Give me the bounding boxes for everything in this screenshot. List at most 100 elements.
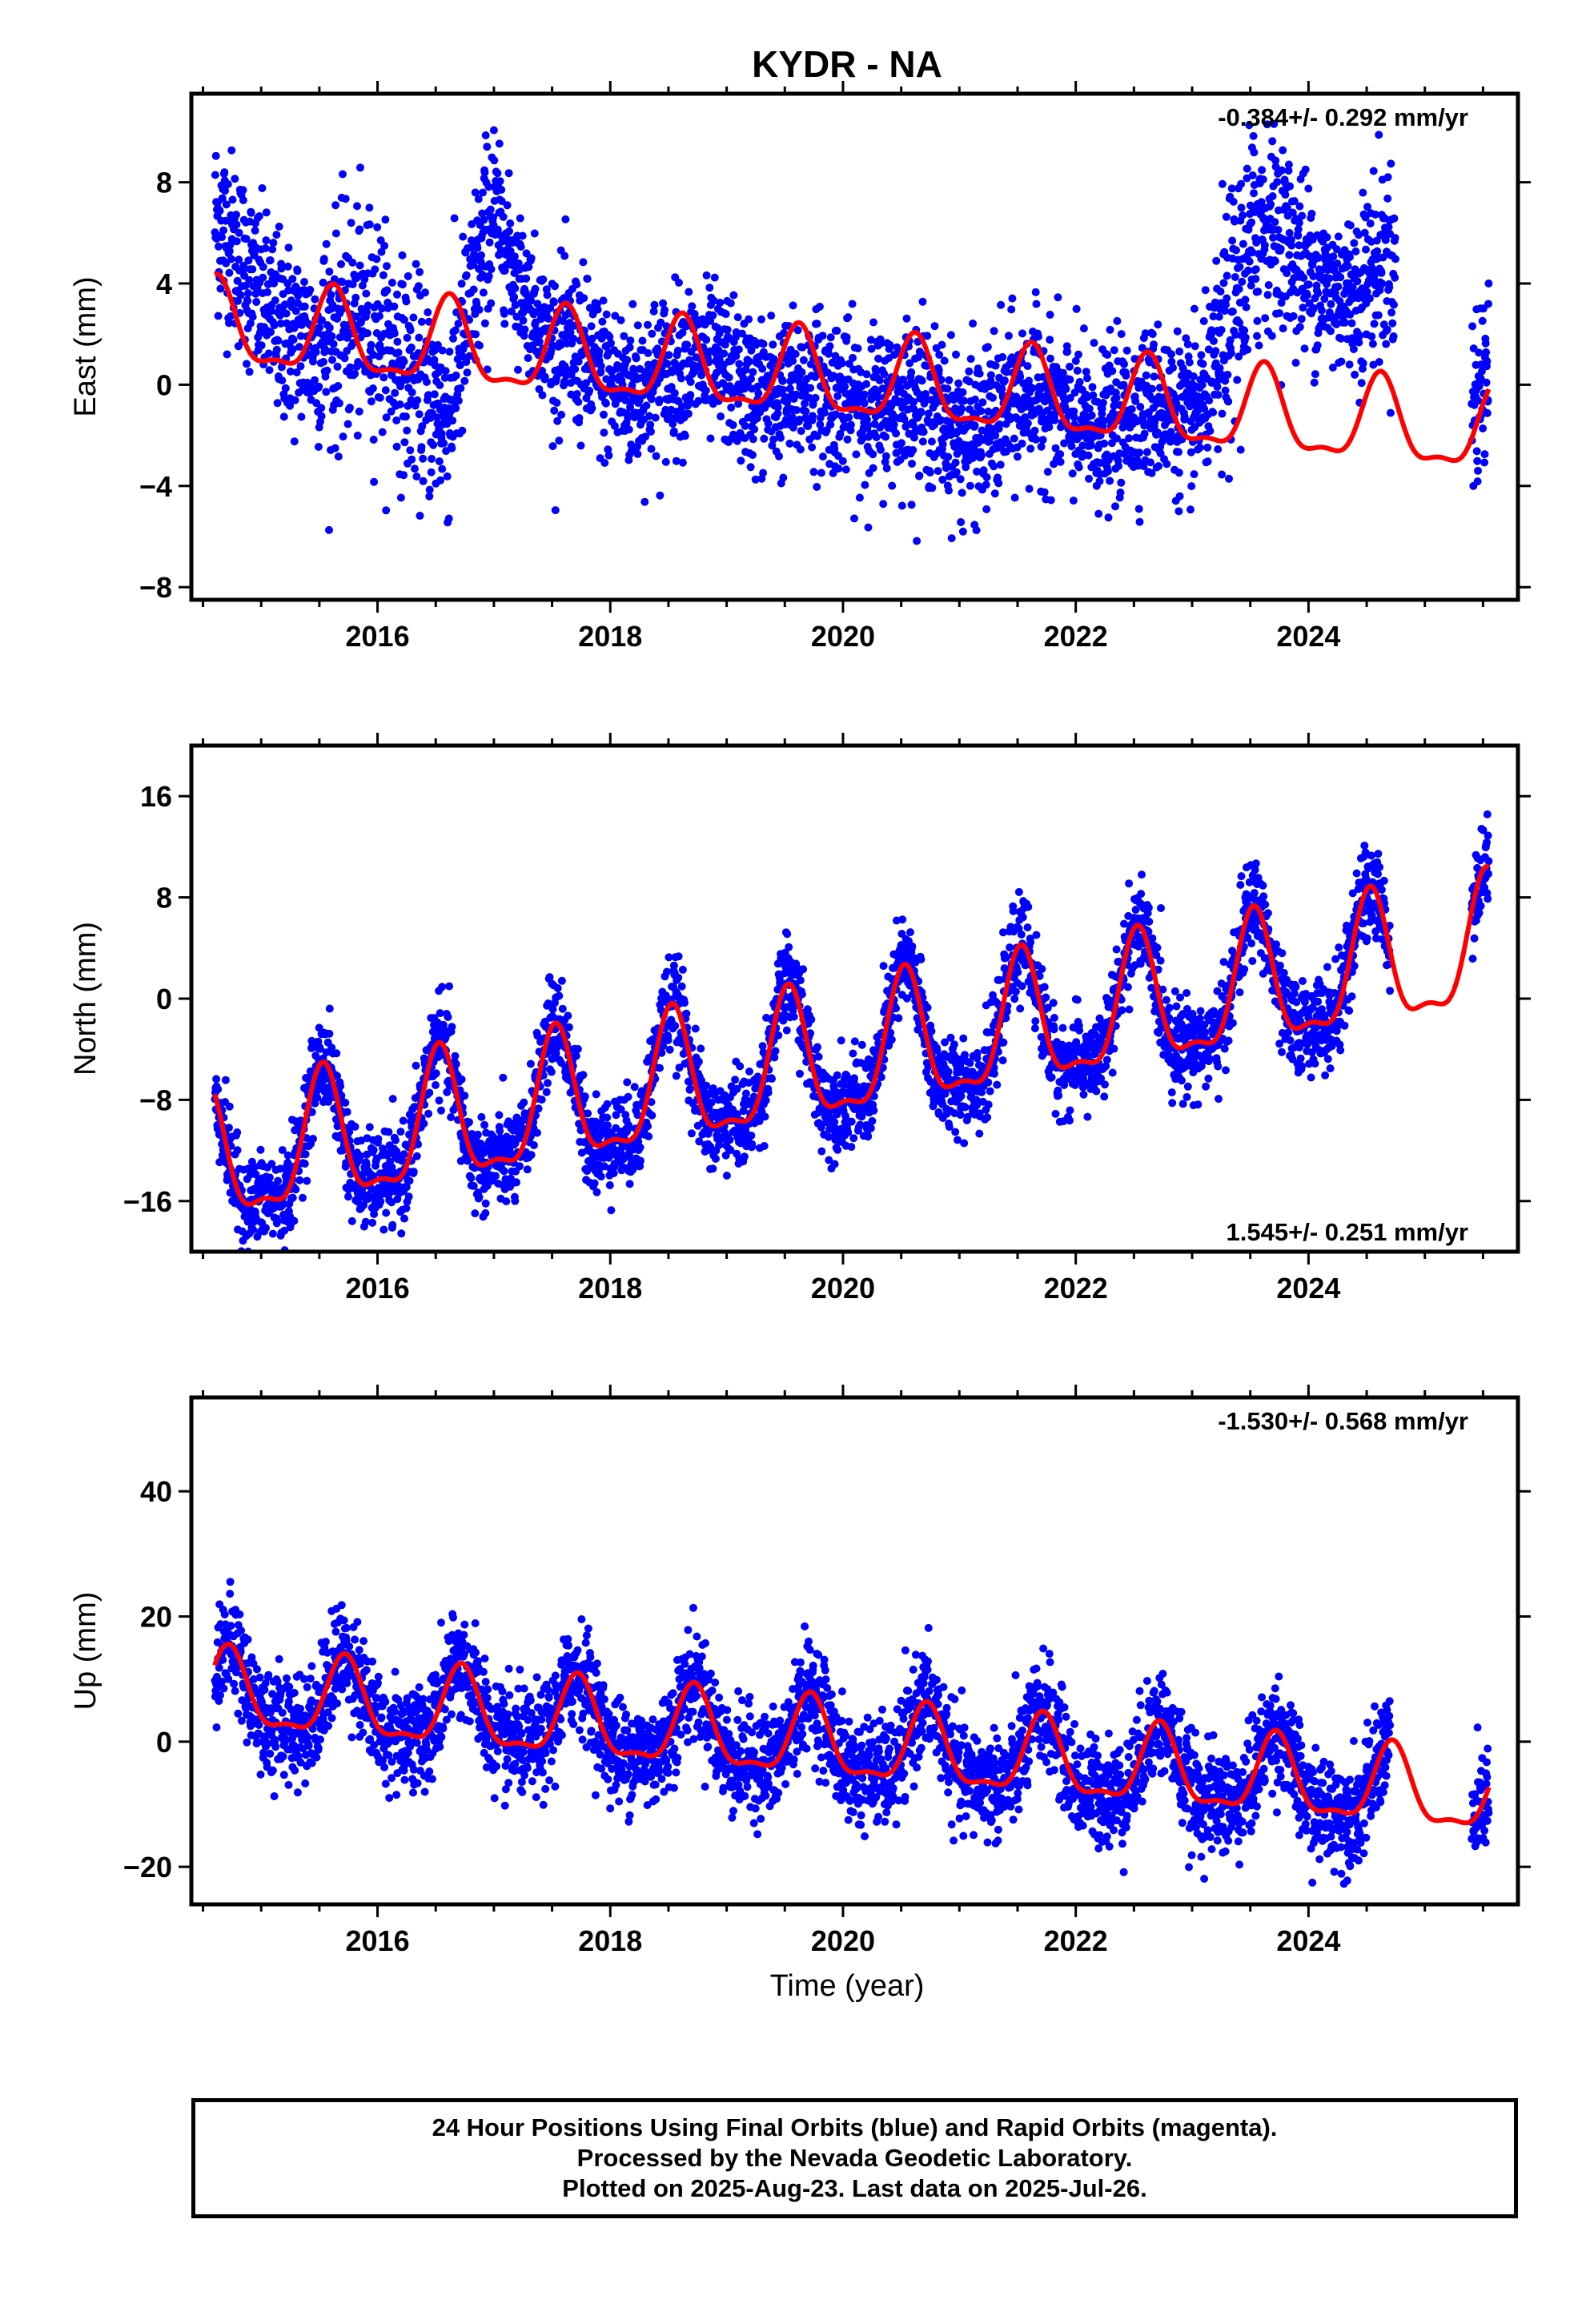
data-point	[263, 287, 271, 296]
data-point	[818, 452, 827, 461]
data-point	[1139, 462, 1148, 471]
data-point	[1106, 476, 1114, 485]
data-point	[1387, 159, 1395, 168]
data-point	[1004, 332, 1013, 340]
data-point	[1360, 228, 1369, 237]
data-point	[1374, 311, 1383, 320]
data-point	[1242, 303, 1251, 312]
data-point	[478, 209, 487, 218]
data-point	[1227, 184, 1236, 193]
data-point	[343, 1108, 351, 1116]
data-point	[582, 379, 591, 388]
data-point	[339, 432, 347, 441]
data-point	[1248, 248, 1257, 257]
data-point	[1046, 354, 1054, 363]
data-point	[1085, 404, 1094, 413]
data-point	[702, 271, 711, 279]
data-point	[1253, 332, 1261, 340]
data-point	[1153, 428, 1162, 437]
data-point	[990, 489, 999, 498]
data-point	[1300, 344, 1309, 353]
data-point	[259, 273, 267, 282]
data-point	[1295, 241, 1303, 250]
data-point	[808, 443, 817, 452]
data-point	[1362, 245, 1370, 254]
data-point	[512, 1178, 520, 1187]
data-point	[235, 255, 243, 264]
data-point	[355, 407, 363, 416]
data-point	[624, 425, 633, 434]
data-point	[489, 126, 498, 135]
data-point	[244, 289, 252, 298]
data-point	[376, 1197, 385, 1206]
data-point	[603, 1113, 612, 1122]
data-point	[511, 1196, 520, 1205]
data-point	[1385, 283, 1394, 292]
data-point	[353, 431, 362, 440]
data-point	[522, 274, 531, 283]
data-point	[1226, 336, 1235, 344]
data-point	[596, 362, 605, 371]
data-point	[1481, 339, 1490, 348]
data-point	[1318, 306, 1326, 315]
data-point	[533, 1031, 542, 1040]
data-point	[1088, 383, 1097, 392]
data-point	[502, 1197, 511, 1206]
data-point	[1337, 357, 1346, 366]
data-point	[1483, 357, 1492, 366]
data-point	[412, 259, 420, 268]
data-point	[888, 481, 897, 490]
data-point	[1346, 221, 1355, 230]
data-point	[341, 195, 350, 203]
data-point	[1213, 383, 1222, 391]
data-point	[507, 307, 516, 316]
data-point	[573, 1044, 582, 1053]
data-point	[472, 330, 480, 339]
data-point	[290, 1216, 299, 1225]
data-point	[506, 247, 515, 255]
data-point	[793, 326, 802, 335]
data-point	[211, 171, 219, 179]
data-point	[288, 345, 297, 354]
data-point	[1184, 352, 1193, 361]
data-point	[1010, 434, 1018, 443]
data-point	[1353, 277, 1362, 286]
data-point	[437, 1106, 445, 1115]
data-point	[1327, 300, 1335, 308]
data-point	[780, 328, 789, 337]
data-point	[864, 421, 873, 430]
data-point	[1391, 273, 1399, 282]
data-point	[281, 300, 289, 309]
data-point	[348, 280, 357, 288]
data-point	[879, 500, 888, 509]
data-point	[1473, 477, 1482, 486]
data-point	[524, 263, 533, 271]
data-point	[339, 170, 347, 179]
data-point	[311, 295, 319, 304]
data-point	[956, 475, 965, 484]
data-point	[288, 1193, 297, 1202]
data-point	[892, 429, 901, 438]
data-point	[821, 408, 829, 417]
data-point	[1060, 439, 1069, 448]
data-point	[1369, 167, 1378, 175]
data-point	[1112, 393, 1121, 402]
data-point	[650, 300, 659, 309]
data-point	[1169, 364, 1177, 372]
data-point	[359, 1201, 368, 1209]
data-point	[909, 404, 918, 413]
data-point	[252, 298, 261, 306]
data-point	[225, 319, 233, 328]
data-point	[257, 341, 266, 350]
data-point	[375, 312, 383, 320]
y-tick-label: 4	[156, 267, 172, 300]
data-point	[1355, 338, 1363, 347]
data-point	[351, 293, 360, 302]
data-point	[284, 243, 293, 252]
data-point	[479, 188, 487, 197]
data-point	[945, 486, 953, 495]
data-point	[333, 1072, 342, 1080]
data-point	[684, 409, 693, 418]
data-point	[376, 1190, 385, 1199]
data-point	[495, 139, 504, 148]
